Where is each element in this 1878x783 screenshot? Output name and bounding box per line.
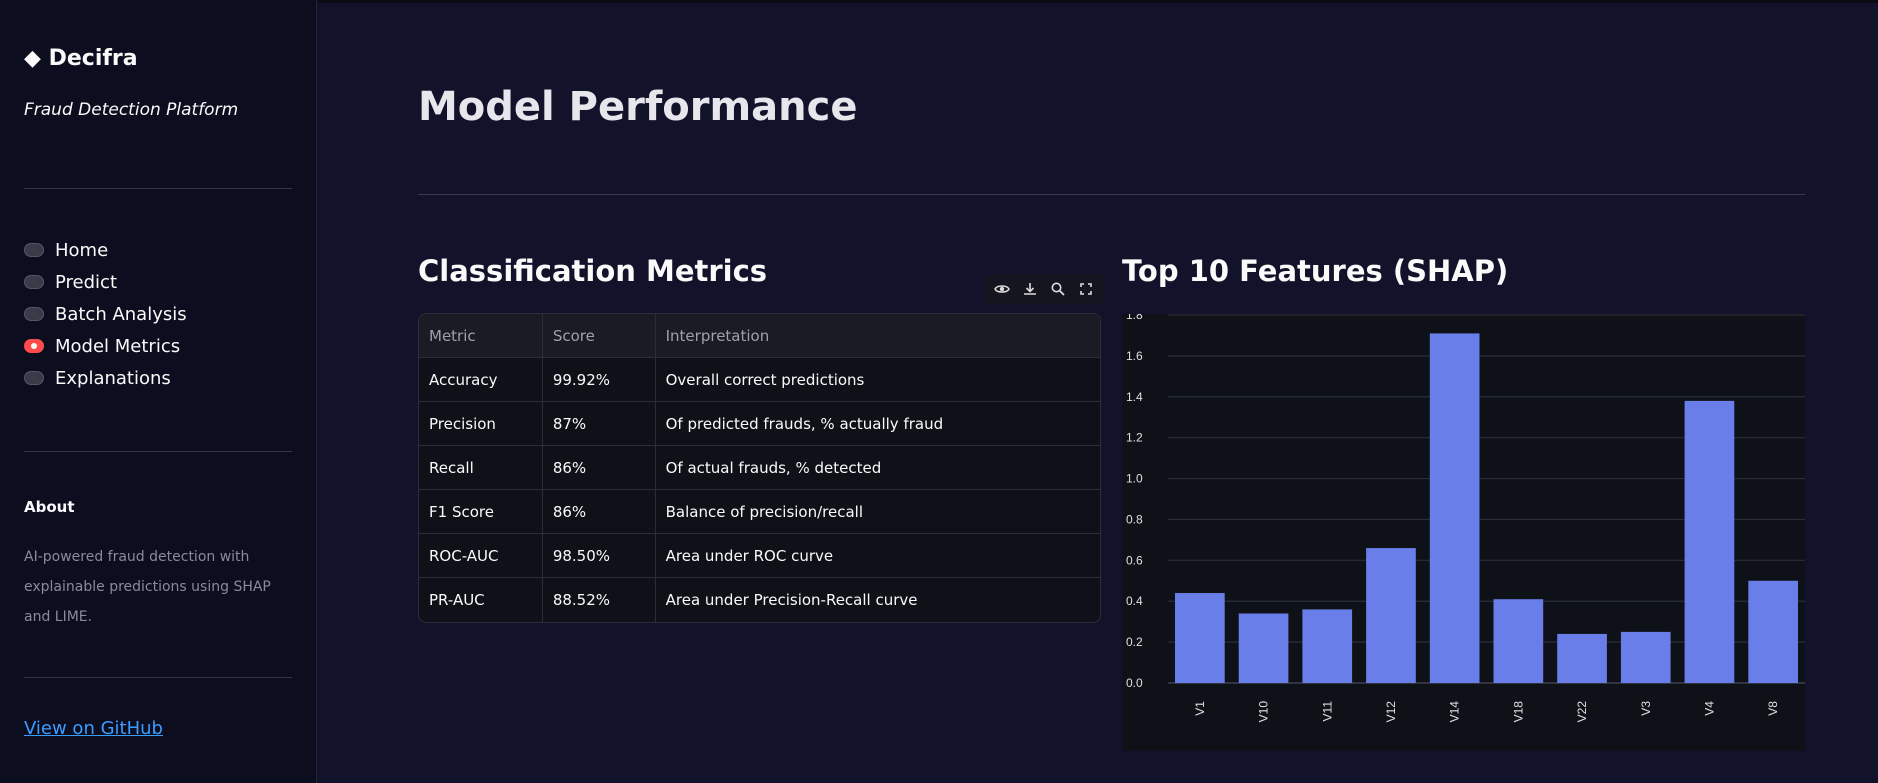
nav-item-predict[interactable]: Predict	[24, 266, 187, 298]
column-header[interactable]: Interpretation	[655, 314, 1100, 358]
page-title: Model Performance	[418, 84, 858, 130]
column-header[interactable]: Score	[542, 314, 656, 358]
table-row: PR-AUC 88.52% Area under Precision-Recall …	[419, 578, 1100, 622]
bar-v8	[1748, 580, 1798, 683]
bar-v18	[1493, 599, 1544, 683]
table-cell: Balance of precision/recall	[655, 490, 1100, 534]
table-cell: Of predicted frauds, % actually fraud	[655, 402, 1100, 446]
brand-name: Decifra	[48, 46, 138, 71]
table-cell: 87%	[542, 402, 656, 446]
radio-icon[interactable]	[24, 243, 44, 257]
x-tick-label: V1	[1193, 701, 1207, 716]
about-text: AI-powered fraud detection with explaina…	[24, 549, 271, 625]
nav-label: Explanations	[55, 367, 171, 389]
table-header-row: Metric Score Interpretation	[419, 314, 1100, 358]
nav-label: Batch Analysis	[55, 303, 187, 325]
table-row: Recall 86% Of actual frauds, % detected	[419, 446, 1100, 490]
x-tick-label: V14	[1448, 701, 1462, 723]
x-tick-label: V18	[1511, 701, 1525, 723]
bar-v1	[1175, 593, 1225, 683]
metrics-table: Metric Score Interpretation Accuracy 99.92%…	[418, 313, 1101, 623]
diamond-icon: ◆	[24, 46, 41, 71]
tagline: Fraud Detection Platform	[24, 100, 239, 120]
x-tick-label: V22	[1575, 701, 1589, 723]
y-tick-label: 0.4	[1126, 594, 1143, 608]
y-tick-label: 1.4	[1126, 390, 1143, 404]
shap-bar-chart: 0.0 0.2 0.4 0.6 0.8 1.0 1.2 1.4 1.6 1.8 V1 V10 V11 V1…	[1122, 308, 1805, 751]
chart-svg: 0.0 0.2 0.4 0.6 0.8 1.0 1.2 1.4 1.6 1.8 V1 V10 V11 V1…	[1126, 308, 1805, 723]
download-icon[interactable]	[1020, 279, 1040, 299]
metrics-heading: Classification Metrics	[418, 254, 768, 288]
nav-label: Predict	[55, 271, 117, 293]
table-toolbar	[984, 274, 1104, 304]
y-tick-label: 0.6	[1126, 553, 1143, 567]
table-cell: 86%	[542, 490, 656, 534]
bar-v11	[1302, 609, 1353, 683]
nav-item-home[interactable]: Home	[24, 234, 187, 266]
table-cell: ROC-AUC	[419, 534, 543, 578]
sidebar: ◆ Decifra Fraud Detection Platform Home P…	[0, 0, 317, 783]
table-row: ROC-AUC 98.50% Area under ROC curve	[419, 534, 1100, 578]
features-heading: Top 10 Features (SHAP)	[1122, 254, 1509, 288]
search-icon[interactable]	[1048, 279, 1068, 299]
radio-icon[interactable]	[24, 339, 44, 353]
nav-radio-group: Home Predict Batch Analysis Model Metrics Ex…	[24, 234, 187, 394]
x-tick-label: V12	[1384, 701, 1398, 723]
nav-item-batch-analysis[interactable]: Batch Analysis	[24, 298, 187, 330]
table-cell: Overall correct predictions	[655, 358, 1100, 402]
y-tick-label: 0.2	[1126, 635, 1143, 649]
bar-v12	[1366, 548, 1416, 683]
table-cell: PR-AUC	[419, 578, 543, 622]
table-row: Accuracy 99.92% Overall correct prediction…	[419, 358, 1100, 402]
table-row: F1 Score 86% Balance of precision/recall	[419, 490, 1100, 534]
about-heading: About	[24, 498, 75, 516]
table-cell: Area under ROC curve	[655, 534, 1100, 578]
y-tick-label: 1.8	[1126, 314, 1143, 322]
table-cell: Of actual frauds, % detected	[655, 446, 1100, 490]
x-tick-label: V3	[1639, 701, 1653, 716]
y-tick-label: 0.8	[1126, 512, 1143, 526]
brand: ◆ Decifra	[24, 46, 138, 71]
table-cell: 98.50%	[542, 534, 656, 578]
y-tick-label: 0.0	[1126, 676, 1143, 690]
eye-icon[interactable]	[992, 279, 1012, 299]
divider	[24, 188, 292, 189]
divider	[24, 451, 292, 452]
x-tick-label: V11	[1320, 701, 1334, 722]
y-tick-label: 1.0	[1126, 472, 1143, 486]
radio-icon[interactable]	[24, 371, 44, 385]
y-tick-label: 1.6	[1126, 349, 1143, 363]
bar-v4	[1684, 400, 1735, 683]
divider	[24, 677, 292, 678]
table-cell: 88.52%	[543, 578, 656, 622]
table-cell: Accuracy	[419, 358, 543, 402]
bar-v22	[1557, 633, 1607, 683]
x-tick-label: V10	[1257, 701, 1271, 723]
nav-label: Home	[55, 239, 109, 261]
bar-v3	[1620, 631, 1671, 683]
fullscreen-icon[interactable]	[1076, 279, 1096, 299]
table-cell: Area under Precision-Recall curve	[665, 591, 918, 609]
table-row: Precision 87% Of predicted frauds, % actua…	[419, 402, 1100, 446]
nav-item-explanations[interactable]: Explanations	[24, 362, 187, 394]
nav-item-model-metrics[interactable]: Model Metrics	[24, 330, 187, 362]
github-link[interactable]: View on GitHub	[24, 718, 163, 739]
table-cell: Recall	[419, 446, 543, 490]
table-cell: 99.92%	[542, 358, 656, 402]
bar-v10	[1238, 613, 1289, 683]
x-tick-label: V8	[1766, 701, 1780, 716]
column-header[interactable]: Metric	[419, 314, 543, 358]
bar-v14	[1429, 333, 1480, 683]
table-cell: F1 Score	[419, 490, 543, 534]
radio-icon[interactable]	[24, 275, 44, 289]
divider	[418, 194, 1805, 195]
nav-label: Model Metrics	[55, 335, 181, 357]
x-tick-label: V4	[1702, 701, 1716, 716]
radio-icon[interactable]	[24, 307, 44, 321]
y-tick-label: 1.2	[1126, 431, 1143, 445]
top-bar	[0, 0, 1878, 3]
table-cell: 86%	[542, 446, 656, 490]
table-cell: Precision	[419, 402, 543, 446]
